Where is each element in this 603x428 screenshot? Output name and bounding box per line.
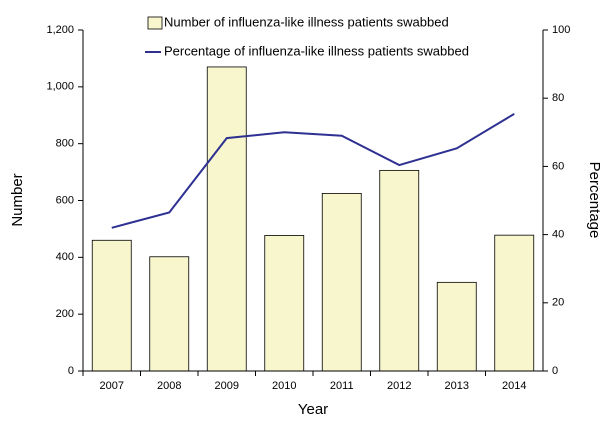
x-tick-label: 2009 xyxy=(215,380,239,392)
x-tick-label: 2011 xyxy=(330,380,354,392)
legend-swatch xyxy=(147,16,163,30)
y-tick-label: 400 xyxy=(56,251,74,263)
line xyxy=(111,113,515,229)
bar xyxy=(494,234,535,372)
y2-tick-label: 40 xyxy=(552,229,564,241)
y-tick-label: 0 xyxy=(68,365,74,377)
y2-tick-label: 20 xyxy=(552,297,564,309)
y-tick-label: 800 xyxy=(56,138,74,150)
y-axis-title: Number xyxy=(9,173,26,226)
x-axis-title: Year xyxy=(298,401,328,418)
y-tick-label: 600 xyxy=(56,194,74,206)
y2-tick-label: 80 xyxy=(552,92,564,104)
x-tick-label: 2014 xyxy=(502,380,526,392)
x-tick-label: 2012 xyxy=(387,380,411,392)
y2-tick-label: 60 xyxy=(552,160,564,172)
x-tick-label: 2013 xyxy=(445,380,469,392)
bar xyxy=(91,239,132,372)
y2-tick-label: 100 xyxy=(552,24,570,36)
bar xyxy=(206,66,247,372)
y-tick-label: 1,000 xyxy=(46,81,74,93)
x-tick-label: 2010 xyxy=(272,380,296,392)
x-tick-label: 2007 xyxy=(100,380,124,392)
legend-label: Number of influenza-like illness patient… xyxy=(164,14,449,29)
bar xyxy=(149,256,190,372)
x-tick-label: 2008 xyxy=(157,380,181,392)
y2-axis-title: Percentage xyxy=(586,162,603,239)
bar xyxy=(321,192,362,372)
legend-label: Percentage of influenza-like illness pat… xyxy=(164,43,469,58)
bar xyxy=(264,235,305,372)
bar xyxy=(436,281,477,372)
y-tick-label: 200 xyxy=(56,308,74,320)
y-tick-label: 1,200 xyxy=(46,24,74,36)
bar xyxy=(379,169,420,372)
y2-tick-label: 0 xyxy=(552,365,558,377)
